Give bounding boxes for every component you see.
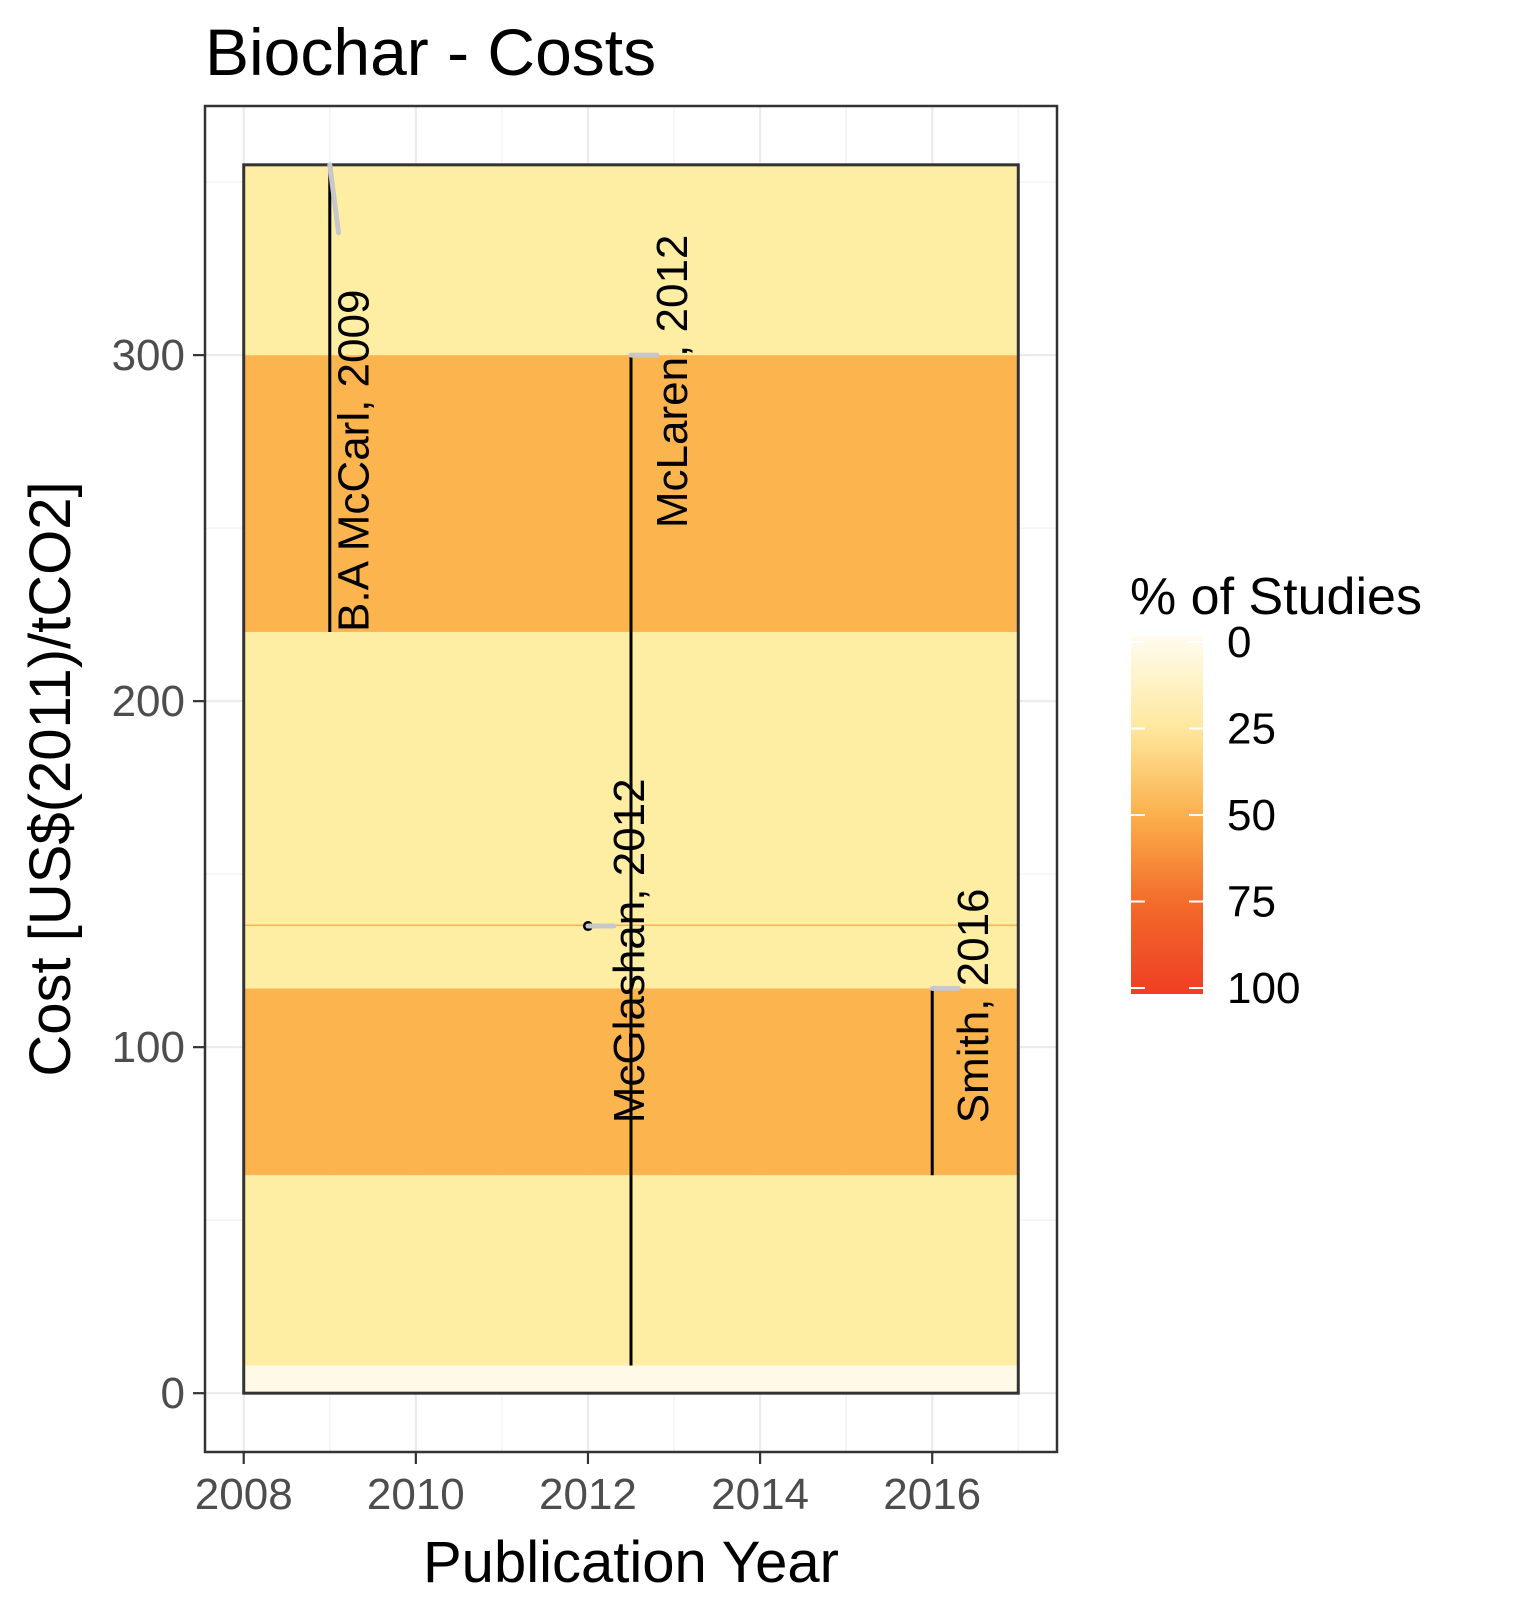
legend-tick-label: 100 bbox=[1227, 964, 1300, 1013]
study-label: McLaren, 2012 bbox=[648, 235, 697, 529]
y-tick-label: 100 bbox=[112, 1023, 185, 1072]
panel-border bbox=[203, 104, 1059, 1454]
legend: % of Studies 0 25 50 75 100 bbox=[1130, 568, 1422, 1013]
x-axis: 2008 2010 2012 2014 2016 bbox=[195, 1452, 981, 1519]
y-tick-label: 200 bbox=[112, 677, 185, 726]
legend-ticks: 0 25 50 75 100 bbox=[1131, 618, 1300, 1013]
x-axis-title: Publication Year bbox=[423, 1530, 839, 1595]
legend-tick-label: 50 bbox=[1227, 791, 1276, 840]
y-tick-label: 300 bbox=[112, 331, 185, 380]
legend-tick-label: 25 bbox=[1227, 705, 1276, 754]
study-label: McGlashan, 2012 bbox=[605, 778, 654, 1123]
x-tick-label: 2008 bbox=[195, 1470, 293, 1519]
data-range-outline bbox=[242, 163, 1020, 1395]
study-ranges bbox=[327, 162, 961, 1366]
x-tick-label: 2010 bbox=[367, 1470, 465, 1519]
study-labels: B.A McCarl, 2009 McLaren, 2012 McGlashan, … bbox=[330, 235, 999, 1124]
legend-tick-label: 0 bbox=[1227, 618, 1251, 667]
study-label: Smith, 2016 bbox=[949, 888, 998, 1123]
y-axis: 0 100 200 300 bbox=[112, 331, 205, 1418]
legend-title: % of Studies bbox=[1130, 568, 1422, 626]
chart-title: Biochar - Costs bbox=[205, 15, 656, 89]
y-axis-title: Cost [US$(2011)/tCO2] bbox=[18, 481, 83, 1076]
x-tick-label: 2016 bbox=[883, 1470, 981, 1519]
y-tick-label: 0 bbox=[161, 1369, 185, 1418]
label-connector bbox=[327, 162, 342, 236]
x-tick-label: 2012 bbox=[539, 1470, 637, 1519]
legend-tick-label: 75 bbox=[1227, 878, 1276, 927]
heatmap-band bbox=[243, 1365, 1019, 1394]
study-label: B.A McCarl, 2009 bbox=[330, 290, 379, 632]
x-tick-label: 2014 bbox=[711, 1470, 809, 1519]
heatmap-band bbox=[243, 164, 1019, 356]
